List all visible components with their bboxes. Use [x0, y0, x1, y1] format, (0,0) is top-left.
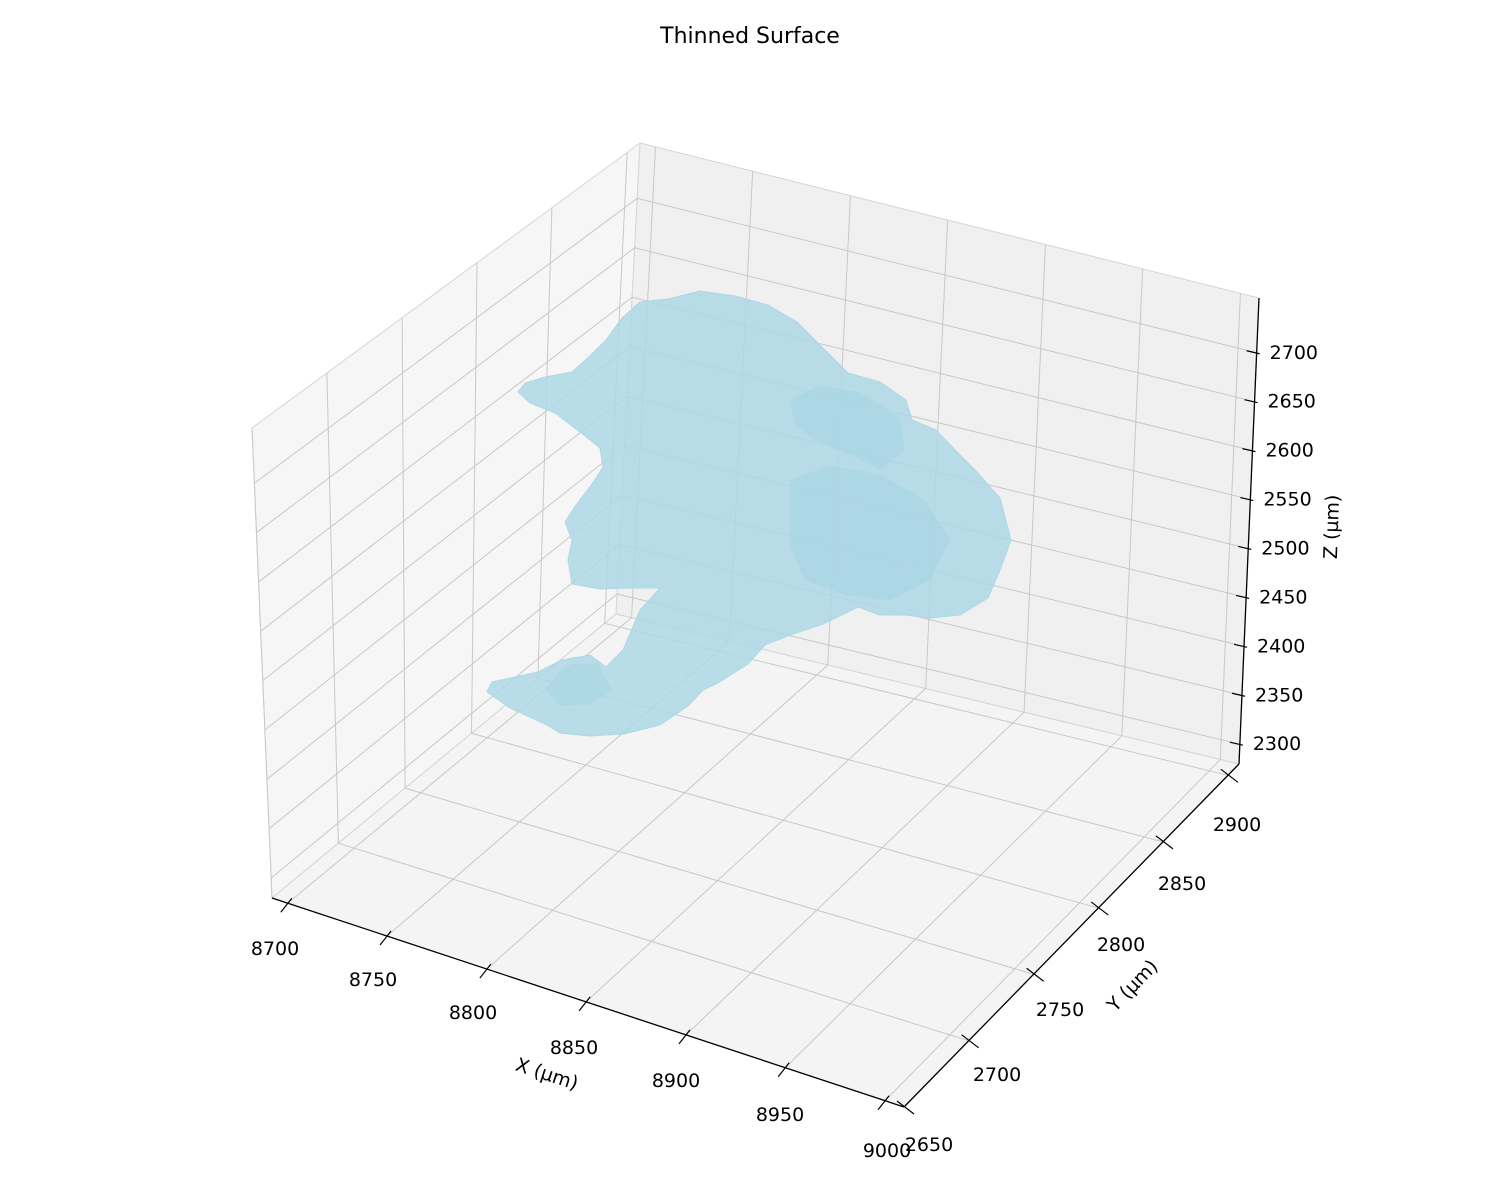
z-tick-mark	[1233, 643, 1248, 648]
z-tick-label: 2700	[1270, 342, 1318, 364]
y-tick-label: 2850	[1158, 873, 1206, 895]
z-tick-label: 2350	[1255, 684, 1303, 706]
z-axis-label: Z (µm)	[1320, 494, 1344, 559]
y-gridline-wall	[537, 207, 553, 679]
x-gridline-floor	[685, 711, 1025, 1036]
z-tick-mark	[1229, 741, 1243, 746]
z-gridline-back	[637, 197, 1257, 354]
chart-title: Thinned Surface	[659, 24, 840, 49]
x-gridline-floor	[585, 688, 926, 1003]
y-axis-label: Y (µm)	[1102, 956, 1162, 1017]
x-gridline-floor	[784, 735, 1123, 1069]
x-tick-mark	[877, 1095, 890, 1111]
x-tick-label: 8950	[756, 1104, 804, 1126]
z-tick-mark	[1238, 545, 1252, 551]
z-axis-line	[1238, 297, 1260, 765]
y-gridline-wall	[471, 262, 478, 734]
y-tick-mark	[1155, 835, 1174, 850]
y-tick-label: 2800	[1097, 934, 1145, 956]
x-gridline-wall	[1121, 268, 1144, 736]
z-tick-label: 2600	[1265, 440, 1313, 462]
x-tick-mark	[280, 897, 293, 913]
z-tick-mark	[1244, 399, 1258, 404]
z-gridline-left	[254, 197, 638, 484]
x-tick-label: 8900	[652, 1070, 700, 1092]
x-tick-mark	[479, 963, 492, 979]
y-axis-line	[903, 763, 1240, 1108]
z-tick-label: 2500	[1261, 537, 1309, 559]
x-tick-label: 8700	[251, 938, 299, 960]
x-tick-label: 9000	[863, 1140, 911, 1162]
z-ticks: 2300 2350 2400 2450 2500 2550 2600 2650 2700	[1229, 342, 1318, 755]
x-tick-mark	[379, 930, 392, 946]
z-gridline-left	[266, 494, 623, 780]
z-tick-label: 2400	[1257, 635, 1305, 657]
z-tick-label: 2650	[1268, 391, 1316, 413]
x-tick-mark	[777, 1062, 790, 1078]
z-tick-label: 2300	[1253, 733, 1301, 755]
z-tick-mark	[1240, 496, 1254, 502]
y-gridline-floor	[404, 787, 1034, 975]
z-tick-label: 2550	[1263, 489, 1311, 511]
y-tick-mark	[1026, 967, 1045, 982]
y-tick-mark	[1090, 901, 1109, 916]
surface-shade-3	[545, 663, 612, 706]
z-tick-label: 2450	[1259, 586, 1307, 608]
y-tick-mark	[1220, 768, 1239, 783]
y-tick-label: 2650	[905, 1134, 953, 1156]
y-tick-label: 2900	[1213, 814, 1261, 836]
surface-shade-1	[790, 385, 905, 470]
surface-shade-2	[790, 465, 950, 600]
z-gridline-left	[270, 593, 618, 879]
z-tick-mark	[1236, 594, 1250, 599]
z-gridline-left	[256, 247, 635, 533]
y-tick-mark	[896, 1100, 915, 1115]
x-gridline-floor	[884, 759, 1221, 1102]
y-gridline-wall	[251, 427, 273, 899]
x-tick-label: 8750	[349, 969, 397, 991]
z-tick-mark	[1231, 692, 1246, 697]
x-tick-mark	[578, 996, 591, 1012]
z-gridline-left	[264, 445, 625, 731]
z-gridline-left	[268, 544, 620, 830]
z-tick-mark	[1242, 448, 1256, 453]
z-tick-mark	[1246, 350, 1260, 355]
x-tick-label: 8800	[449, 1002, 497, 1024]
x-gridline-floor	[486, 664, 829, 970]
y-ticks: 2650 2700 2750 2800 2850 2900	[896, 768, 1261, 1156]
y-tick-label: 2700	[973, 1064, 1021, 1086]
y-tick-label: 2750	[1036, 999, 1084, 1021]
z-gridline-left	[258, 296, 633, 583]
z-gridline-left	[262, 395, 628, 682]
x-tick-mark	[678, 1029, 691, 1045]
surface-main	[486, 290, 1012, 737]
y-gridline-wall	[326, 372, 339, 844]
y-gridline-wall	[401, 317, 406, 789]
x-axis-line	[271, 897, 905, 1108]
x-gridline-wall	[1023, 244, 1046, 713]
y-gridline-floor	[471, 732, 1099, 909]
thinned-surface	[486, 290, 1012, 737]
x-ticks: 8700 8750 8800 8850 8900 8950 9000	[251, 897, 911, 1162]
z-gridline-back	[634, 247, 1255, 403]
x-axis-label: X (µm)	[513, 1054, 581, 1095]
x-tick-label: 8850	[550, 1037, 598, 1059]
y-gridline-floor	[338, 842, 969, 1042]
x-gridline-wall	[1219, 293, 1241, 760]
y-tick-mark	[961, 1034, 980, 1049]
